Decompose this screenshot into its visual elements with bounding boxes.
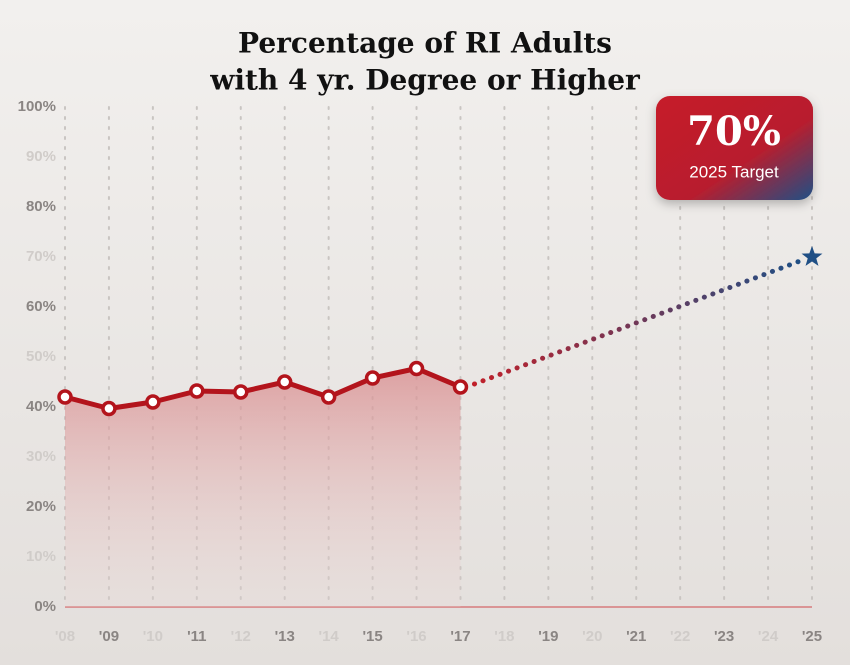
x-tick-label: '18 (494, 628, 514, 645)
y-tick-label: 30% (26, 448, 56, 465)
point (452, 379, 469, 395)
chart-title: with 4 yr. Degree or Higher (209, 64, 641, 97)
x-tick-label: '09 (99, 628, 119, 645)
x-tick-label: '10 (143, 628, 163, 645)
x-tick-label: '24 (758, 628, 779, 645)
badge-box (656, 96, 813, 200)
point (101, 400, 117, 417)
y-tick-label: 80% (26, 198, 56, 215)
chart-title: Percentage of RI Adults (238, 27, 612, 60)
y-tick-label: 100% (18, 98, 56, 115)
projection-line (471, 258, 803, 387)
point (233, 384, 249, 400)
x-tick-label: '08 (55, 628, 75, 645)
x-tick-label: '11 (187, 628, 206, 645)
y-tick-label: 40% (26, 398, 56, 415)
y-tick-label: 90% (26, 148, 56, 165)
point (145, 394, 161, 410)
x-tick-label: '23 (714, 628, 734, 645)
y-tick-label: 20% (26, 498, 56, 515)
target-star (801, 246, 823, 266)
y-tick-label: 10% (26, 548, 56, 565)
x-tick-label: '15 (362, 628, 382, 645)
area (65, 368, 461, 607)
y-tick-label: 50% (26, 348, 56, 365)
badge-caption: 2025 Target (689, 162, 779, 181)
x-tick-label: '12 (231, 628, 251, 645)
point (408, 360, 425, 377)
line (64, 366, 462, 411)
x-tick-label: '19 (538, 628, 558, 645)
point (276, 374, 293, 390)
y-tick-label: 60% (26, 298, 56, 315)
y-tick-label: 0% (34, 598, 56, 615)
x-tick-label: '22 (670, 628, 690, 645)
y-tick-label: 70% (26, 248, 56, 265)
x-tick-label: '13 (275, 628, 295, 645)
point (320, 389, 337, 405)
x-tick-label: '14 (319, 628, 340, 645)
point (364, 370, 381, 386)
x-tick-label: '17 (450, 628, 470, 645)
point (189, 383, 205, 399)
target-badge (656, 96, 813, 200)
x-tick-label: '25 (802, 628, 822, 645)
x-tick-label: '16 (406, 628, 426, 645)
badge-value: 70% (687, 108, 781, 155)
point (57, 389, 73, 405)
x-tick-label: '20 (582, 628, 602, 645)
x-tick-label: '21 (626, 628, 646, 645)
